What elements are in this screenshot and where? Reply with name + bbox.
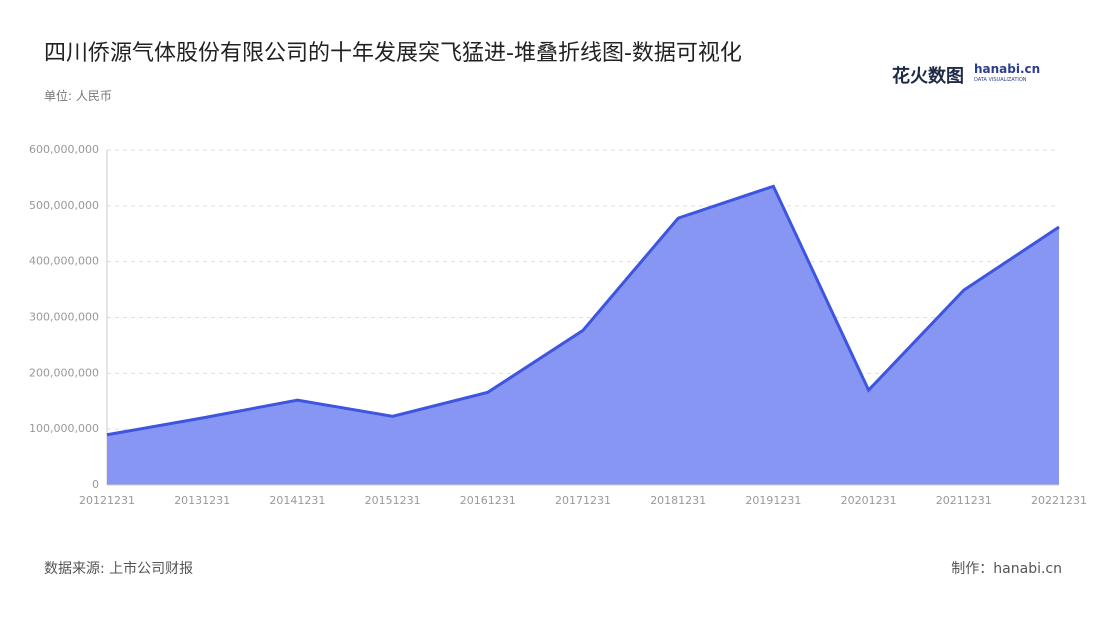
unit-label: 单位: 人民币 (44, 89, 112, 103)
y-tick-label: 500,000,000 (29, 199, 99, 212)
x-tick-label: 20141231 (269, 494, 325, 507)
logo-site: hanabi.cn (974, 62, 1041, 76)
x-tick-label: 20121231 (79, 494, 135, 507)
source: 数据来源: 上市公司财报 (44, 561, 194, 577)
y-tick-label: 600,000,000 (29, 143, 99, 156)
logo-brand: 花火数图 (892, 66, 964, 87)
area (107, 186, 1059, 485)
x-tick-label: 20181231 (650, 494, 706, 507)
chart-title: 四川侨源气体股份有限公司的十年发展突飞猛进-堆叠折线图-数据可视化 (44, 41, 742, 66)
y-tick-label: 300,000,000 (29, 311, 99, 324)
x-tick-label: 20211231 (936, 494, 992, 507)
x-tick-label: 20171231 (555, 494, 611, 507)
y-tick-label: 0 (92, 478, 99, 491)
y-tick-label: 400,000,000 (29, 255, 99, 268)
y-tick-label: 100,000,000 (29, 422, 99, 435)
x-tick-label: 20201231 (841, 494, 897, 507)
line (106, 184, 1060, 437)
y-tick-label: 200,000,000 (29, 366, 99, 379)
x-tick-label: 20191231 (745, 494, 801, 507)
x-tick-label: 20151231 (365, 494, 421, 507)
x-tick-label: 20131231 (174, 494, 230, 507)
x-tick-label: 20221231 (1031, 494, 1087, 507)
logo-tagline: DATA VISUALIZATION (974, 77, 1027, 83)
x-tick-label: 20161231 (460, 494, 516, 507)
credit: 制作：hanabi.cn (951, 561, 1062, 577)
